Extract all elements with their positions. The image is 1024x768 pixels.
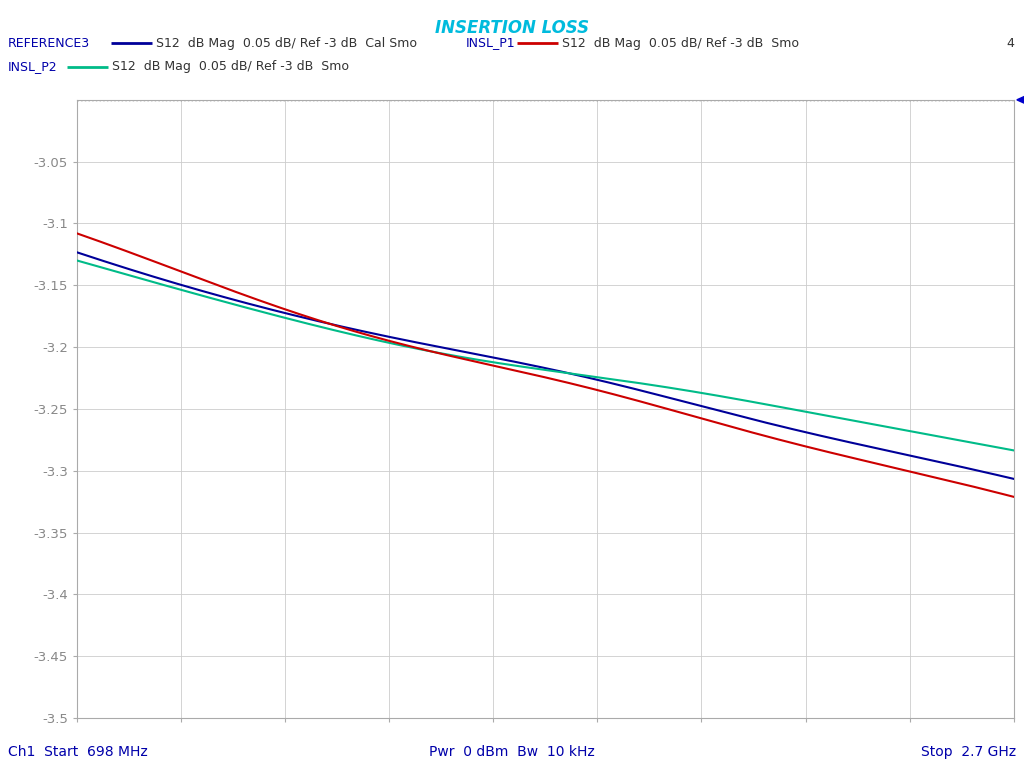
Text: S12  dB Mag  0.05 dB/ Ref -3 dB  Smo: S12 dB Mag 0.05 dB/ Ref -3 dB Smo — [112, 61, 348, 73]
Text: 4: 4 — [1006, 37, 1014, 49]
Text: INSL_P2: INSL_P2 — [8, 61, 57, 73]
Text: INSERTION LOSS: INSERTION LOSS — [435, 19, 589, 37]
Text: Stop  2.7 GHz: Stop 2.7 GHz — [921, 745, 1016, 759]
Text: INSL_P1: INSL_P1 — [466, 37, 515, 49]
Text: S12  dB Mag  0.05 dB/ Ref -3 dB  Smo: S12 dB Mag 0.05 dB/ Ref -3 dB Smo — [562, 37, 799, 49]
Text: REFERENCE3: REFERENCE3 — [8, 37, 90, 49]
Text: Ch1  Start  698 MHz: Ch1 Start 698 MHz — [8, 745, 147, 759]
Text: S12  dB Mag  0.05 dB/ Ref -3 dB  Cal Smo: S12 dB Mag 0.05 dB/ Ref -3 dB Cal Smo — [156, 37, 417, 49]
Text: Pwr  0 dBm  Bw  10 kHz: Pwr 0 dBm Bw 10 kHz — [429, 745, 595, 759]
